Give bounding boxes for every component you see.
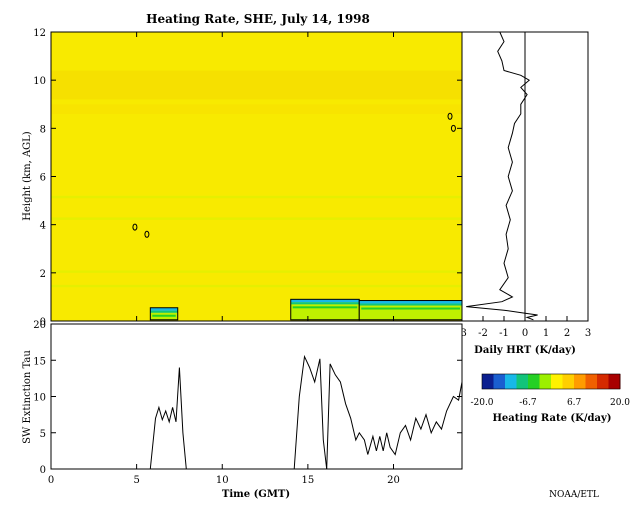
tau-panel: 0 5 10 15 20 0 5 10 15 20 SW Extinction Tau Time… xyxy=(22,320,463,500)
heatmap-band xyxy=(51,104,462,114)
colorbar-cells xyxy=(482,374,621,389)
heatmap-band xyxy=(51,70,462,100)
profile-series-line xyxy=(466,31,538,321)
profile-x-tick-label: 2 xyxy=(564,328,570,339)
colorbar-cell xyxy=(574,374,586,389)
tau-series xyxy=(149,354,463,470)
credit-label: NOAA/ETL xyxy=(549,490,599,500)
heatmap-contour-spot xyxy=(447,112,453,120)
tau-y-tick-label: 20 xyxy=(33,320,46,331)
tau-x-tick-label: 0 xyxy=(48,475,54,486)
heatmap-cloud-block xyxy=(290,298,360,321)
colorbar-cell xyxy=(608,374,621,389)
heatmap-cloud-blocks xyxy=(149,298,463,321)
colorbar-ticks: -20.0 -6.7 6.7 20.0 xyxy=(470,398,630,408)
colorbar-cell xyxy=(528,374,540,389)
heatmap-cloud-block xyxy=(358,300,463,321)
tau-y-tick-label: 10 xyxy=(33,393,46,404)
heatmap-band xyxy=(51,195,462,199)
colorbar-cell xyxy=(539,374,552,389)
colorbar-tick-label: -6.7 xyxy=(519,398,537,408)
colorbar-cell xyxy=(516,374,529,389)
tau-frame xyxy=(50,323,463,470)
heatmap-contour-spot xyxy=(450,124,456,132)
colorbar-label: Heating Rate (K/day) xyxy=(492,413,611,424)
heatmap-y-tick-label: 2 xyxy=(40,269,46,280)
tau-series-line xyxy=(326,363,463,470)
profile-x-tick-label: 0 xyxy=(522,328,528,339)
heatmap-y-tick-label: 0 xyxy=(40,317,46,328)
profile-x-tick-label: -1 xyxy=(499,328,509,339)
colorbar-cell xyxy=(551,374,563,389)
colorbar-cell xyxy=(562,374,575,389)
tau-y-label: SW Extinction Tau xyxy=(22,350,33,444)
tau-y-tick-label: 0 xyxy=(40,465,46,476)
tau-y-ticks: 0 5 10 15 20 xyxy=(33,320,462,476)
heatmap-contour-spot xyxy=(132,223,138,231)
heatmap-contour-spots xyxy=(132,112,456,238)
colorbar-cell xyxy=(597,374,609,389)
heatmap-y-tick-label: 8 xyxy=(40,124,46,135)
heatmap-band xyxy=(51,270,462,273)
colorbar-tick-label: 20.0 xyxy=(610,398,630,408)
heatmap-y-tick-label: 12 xyxy=(33,28,46,39)
colorbar-tick-label: -20.0 xyxy=(470,398,493,408)
colorbar-cell xyxy=(585,374,598,389)
profile-x-tick-label: 3 xyxy=(585,328,591,339)
heatmap-y-ticks: 0 2 4 6 8 10 12 xyxy=(33,28,462,328)
colorbar-frame xyxy=(481,373,621,390)
heatmap-panel: 0 2 4 6 8 10 12 Height (km, AGL) xyxy=(22,28,463,328)
profile-x-tick-label: -2 xyxy=(478,328,488,339)
colorbar-cell xyxy=(493,374,506,389)
heatmap-contour-spot xyxy=(144,230,150,238)
colorbar-cell xyxy=(482,374,494,389)
tau-x-tick-label: 20 xyxy=(387,475,400,486)
tau-x-tick-label: 5 xyxy=(133,475,139,486)
tau-x-tick-label: 10 xyxy=(216,475,229,486)
chart-title: Heating Rate, SHE, July 14, 1998 xyxy=(146,12,370,26)
heatmap-band xyxy=(51,284,462,288)
tau-series-line xyxy=(293,354,328,470)
colorbar: -20.0 -6.7 6.7 20.0 Heating Rate (K/day) xyxy=(470,373,630,424)
tau-x-tick-label: 15 xyxy=(302,475,315,486)
tau-x-ticks: 0 5 10 15 20 xyxy=(48,464,400,486)
profile-x-label: Daily HRT (K/day) xyxy=(474,345,576,356)
tau-y-tick-label: 15 xyxy=(33,356,46,367)
heatmap-band xyxy=(51,217,462,220)
colorbar-tick-label: 6.7 xyxy=(567,398,582,408)
heatmap-bands xyxy=(51,70,462,288)
heatmap-cloud-block xyxy=(149,307,179,321)
heatmap-y-tick-label: 10 xyxy=(33,76,46,87)
tau-x-label: Time (GMT) xyxy=(222,489,290,500)
tau-y-tick-label: 5 xyxy=(40,429,46,440)
profile-x-tick-label: 1 xyxy=(543,328,549,339)
heatmap-y-tick-label: 6 xyxy=(40,173,46,184)
colorbar-cell xyxy=(505,374,517,389)
tau-series-line xyxy=(149,367,187,470)
heatmap-y-label: Height (km, AGL) xyxy=(22,131,33,221)
heatmap-y-tick-label: 4 xyxy=(40,221,46,232)
